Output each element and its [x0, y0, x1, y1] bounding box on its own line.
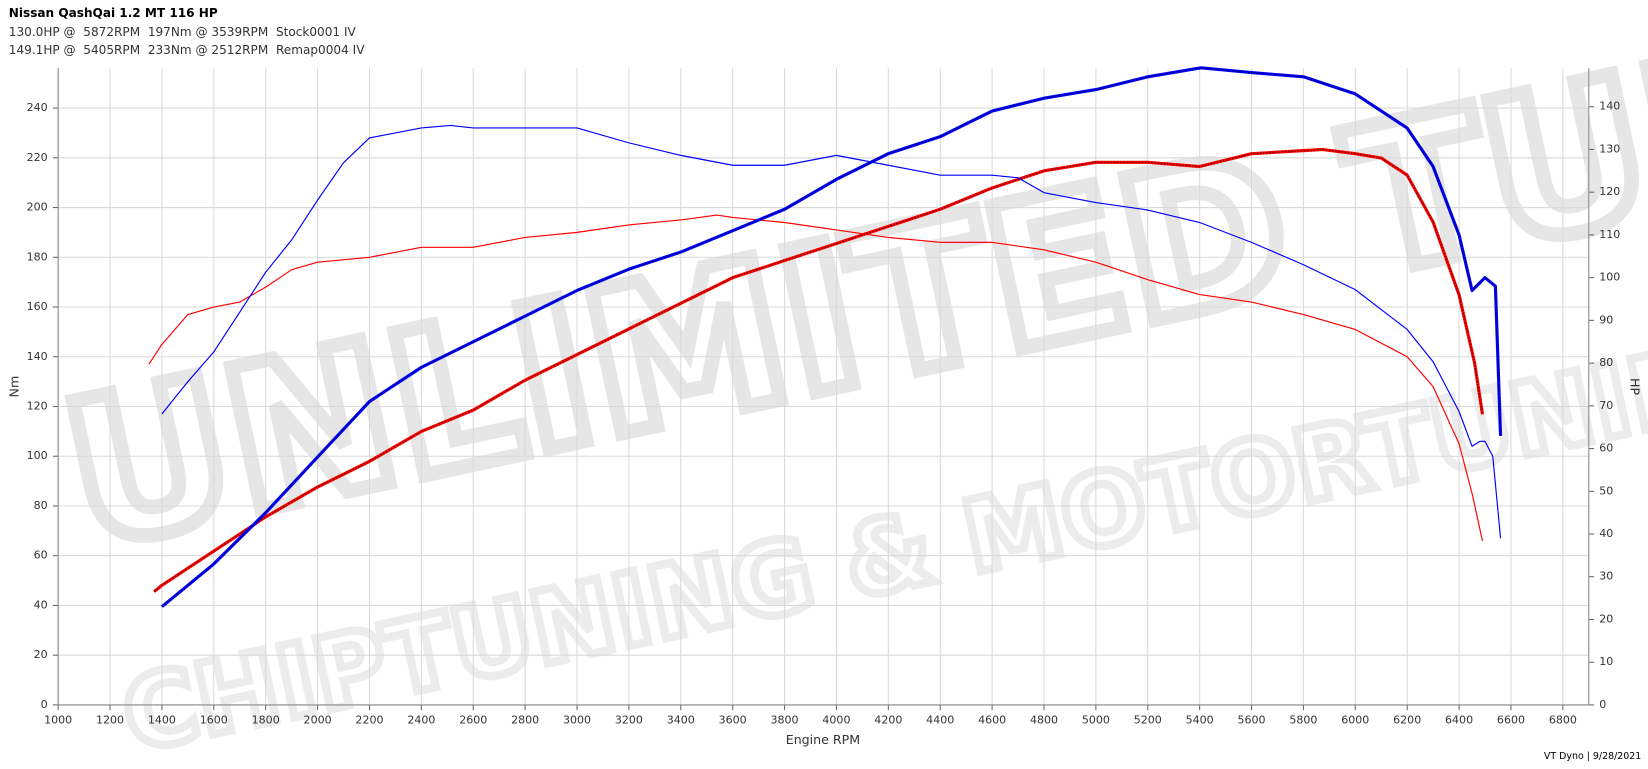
y2-tick-label: 10 — [1599, 655, 1613, 668]
footer: VT Dyno | 9/28/2021 — [1544, 751, 1641, 762]
chart-title: Nissan QashQai 1.2 MT 116 HP — [9, 6, 218, 20]
y2-tick-label: 110 — [1599, 228, 1620, 241]
x-tick-label: 6200 — [1393, 714, 1421, 727]
series-line — [161, 124, 1502, 539]
y2-tick-label: 0 — [1599, 698, 1606, 711]
series-line — [160, 66, 1503, 608]
y2-tick-label: 50 — [1599, 484, 1613, 497]
x-tick-label: 2000 — [304, 714, 332, 727]
y2-tick-label: 100 — [1599, 271, 1620, 284]
axis-frame — [57, 68, 1590, 706]
x-tick-label: 5600 — [1238, 714, 1266, 727]
y-tick-label: 20 — [34, 648, 48, 661]
x-tick-label: 6400 — [1445, 714, 1473, 727]
y2-tick-label: 70 — [1599, 399, 1613, 412]
y2-axis-label: HP — [1627, 378, 1642, 395]
x-tick-label: 5800 — [1289, 714, 1317, 727]
x-tick-label: 5400 — [1186, 714, 1214, 727]
x-tick-label: 1400 — [148, 714, 176, 727]
y2-tick-label: 30 — [1599, 570, 1613, 583]
x-tick-label: 5200 — [1134, 714, 1162, 727]
y-tick-label: 100 — [27, 449, 48, 462]
x-tick-label: 4000 — [822, 714, 850, 727]
y-tick-label: 200 — [27, 201, 48, 214]
x-tick-label: 2400 — [407, 714, 435, 727]
y-tick-label: 80 — [34, 499, 48, 512]
x-tick-label: 4600 — [978, 714, 1006, 727]
y2-tick-label: 130 — [1599, 142, 1620, 155]
y-tick-label: 160 — [27, 300, 48, 313]
watermark: UNLIMITED TUNING CHIPTUNING & MOTORTUNIN… — [40, 0, 1648, 769]
x-tick-label: 4400 — [926, 714, 954, 727]
y2-tick-label: 20 — [1599, 612, 1613, 625]
header-line: 149.1HP @ 5405RPM 233Nm @ 2512RPM Remap0… — [9, 43, 365, 57]
x-tick-label: 1800 — [252, 714, 280, 727]
y-tick-label: 140 — [27, 350, 48, 363]
x-tick-label: 2800 — [511, 714, 539, 727]
y2-tick-label: 40 — [1599, 527, 1613, 540]
y2-tick-label: 60 — [1599, 442, 1613, 455]
y-tick-label: 0 — [41, 698, 48, 711]
x-tick-label: 6000 — [1341, 714, 1369, 727]
y2-tick-label: 120 — [1599, 185, 1620, 198]
y-tick-label: 220 — [27, 151, 48, 164]
y-axis-label: Nm — [7, 376, 22, 398]
x-tick-label: 3000 — [563, 714, 591, 727]
x-tick-label: 6800 — [1549, 714, 1577, 727]
x-axis-label: Engine RPM — [786, 732, 860, 747]
x-tick-label: 2600 — [459, 714, 487, 727]
series-dots — [153, 148, 1484, 593]
x-tick-label: 3800 — [771, 714, 799, 727]
x-tick-label: 4200 — [874, 714, 902, 727]
header-line: 130.0HP @ 5872RPM 197Nm @ 3539RPM Stock0… — [9, 25, 357, 39]
y2-tick-label: 140 — [1599, 100, 1620, 113]
y-tick-label: 120 — [27, 399, 48, 412]
y2-tick-label: 80 — [1599, 356, 1613, 369]
y2-tick-label: 90 — [1599, 313, 1613, 326]
x-tick-label: 2200 — [355, 714, 383, 727]
y-tick-label: 180 — [27, 250, 48, 263]
x-tick-label: 3600 — [719, 714, 747, 727]
x-tick-label: 1000 — [44, 714, 72, 727]
x-tick-label: 1600 — [200, 714, 228, 727]
x-tick-label: 6600 — [1497, 714, 1525, 727]
x-tick-label: 4800 — [1030, 714, 1058, 727]
x-tick-label: 3200 — [615, 714, 643, 727]
y-tick-label: 40 — [34, 598, 48, 611]
y-tick-label: 240 — [27, 101, 48, 114]
x-tick-label: 5000 — [1082, 714, 1110, 727]
y-tick-label: 60 — [34, 549, 48, 562]
x-tick-label: 3400 — [667, 714, 695, 727]
x-tick-label: 1200 — [96, 714, 124, 727]
